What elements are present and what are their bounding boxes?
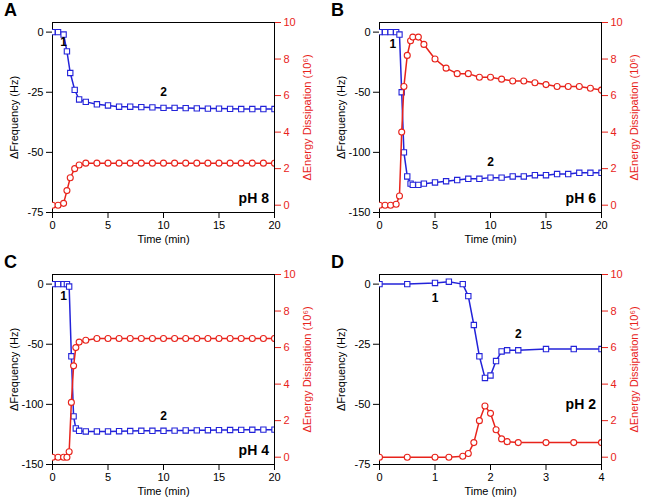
svg-text:Time (min): Time (min) [137, 233, 189, 245]
svg-text:0: 0 [376, 219, 382, 231]
svg-text:ΔFrequency (Hz): ΔFrequency (Hz) [335, 76, 347, 159]
svg-text:pH 4: pH 4 [239, 442, 270, 458]
svg-text:2: 2 [160, 85, 167, 99]
svg-text:-150: -150 [348, 206, 370, 218]
svg-text:Time (min): Time (min) [464, 233, 516, 245]
html-text:A: A [4, 0, 17, 20]
svg-text:ΔEnergy Dissipation (10⁶): ΔEnergy Dissipation (10⁶) [628, 306, 640, 432]
svg-text:ΔEnergy Dissipation (10⁶): ΔEnergy Dissipation (10⁶) [301, 306, 313, 432]
svg-text:0: 0 [364, 26, 370, 38]
svg-text:-100: -100 [348, 146, 370, 158]
svg-text:0: 0 [376, 471, 382, 483]
svg-text:0: 0 [49, 219, 55, 231]
svg-text:2: 2 [160, 409, 167, 423]
svg-text:8: 8 [284, 305, 290, 317]
svg-text:ΔFrequency (Hz): ΔFrequency (Hz) [8, 328, 20, 411]
svg-text:5: 5 [105, 471, 111, 483]
svg-text:2: 2 [515, 327, 522, 341]
svg-text:1: 1 [389, 37, 396, 51]
svg-text:1: 1 [60, 289, 67, 303]
svg-text:4: 4 [598, 471, 604, 483]
svg-text:3: 3 [543, 471, 549, 483]
svg-text:Time (min): Time (min) [137, 485, 189, 497]
svg-text:1: 1 [432, 291, 439, 305]
svg-text:4: 4 [284, 378, 290, 390]
svg-text:0: 0 [37, 26, 43, 38]
svg-text:pH 2: pH 2 [566, 396, 597, 412]
svg-text:2: 2 [611, 414, 617, 426]
svg-text:6: 6 [611, 89, 617, 101]
svg-text:0: 0 [611, 451, 617, 463]
html-text:C: C [4, 252, 17, 272]
svg-text:Time (min): Time (min) [464, 485, 516, 497]
svg-text:10: 10 [157, 219, 169, 231]
svg-text:15: 15 [540, 219, 552, 231]
svg-text:2: 2 [611, 162, 617, 174]
svg-text:1: 1 [60, 35, 67, 49]
svg-text:0: 0 [37, 278, 43, 290]
svg-text:0: 0 [284, 451, 290, 463]
svg-text:pH 6: pH 6 [566, 190, 597, 206]
svg-text:2: 2 [487, 471, 493, 483]
svg-text:ΔEnergy Dissipation (10⁶): ΔEnergy Dissipation (10⁶) [301, 54, 313, 180]
svg-text:-25: -25 [28, 86, 44, 98]
svg-text:2: 2 [284, 162, 290, 174]
svg-text:-75: -75 [355, 458, 371, 470]
svg-text:20: 20 [595, 219, 607, 231]
svg-text:10: 10 [611, 16, 623, 28]
svg-text:8: 8 [284, 53, 290, 65]
svg-text:ΔFrequency (Hz): ΔFrequency (Hz) [335, 328, 347, 411]
svg-text:1: 1 [432, 471, 438, 483]
svg-text:-50: -50 [28, 338, 44, 350]
svg-text:4: 4 [284, 126, 290, 138]
svg-text:0: 0 [284, 199, 290, 211]
html-text:B: B [331, 0, 344, 20]
html-text:D: D [331, 252, 344, 272]
svg-text:6: 6 [284, 341, 290, 353]
svg-text:0: 0 [611, 199, 617, 211]
svg-text:20: 20 [268, 219, 280, 231]
svg-text:6: 6 [611, 341, 617, 353]
svg-text:10: 10 [284, 268, 296, 280]
svg-text:-150: -150 [21, 458, 43, 470]
svg-text:0: 0 [49, 471, 55, 483]
svg-text:ΔFrequency (Hz): ΔFrequency (Hz) [8, 76, 20, 159]
svg-text:8: 8 [611, 53, 617, 65]
svg-text:-100: -100 [21, 398, 43, 410]
svg-text:ΔEnergy Dissipation (10⁶): ΔEnergy Dissipation (10⁶) [628, 54, 640, 180]
svg-text:2: 2 [284, 414, 290, 426]
svg-text:20: 20 [268, 471, 280, 483]
svg-text:pH 8: pH 8 [239, 190, 270, 206]
svg-text:-75: -75 [28, 206, 44, 218]
svg-text:-50: -50 [355, 86, 371, 98]
svg-text:6: 6 [284, 89, 290, 101]
svg-text:4: 4 [611, 126, 617, 138]
svg-text:10: 10 [284, 16, 296, 28]
svg-text:10: 10 [611, 268, 623, 280]
svg-text:10: 10 [484, 219, 496, 231]
svg-text:-50: -50 [28, 146, 44, 158]
svg-text:0: 0 [364, 278, 370, 290]
svg-text:15: 15 [213, 471, 225, 483]
svg-text:-25: -25 [355, 338, 371, 350]
svg-text:2: 2 [487, 155, 494, 169]
svg-text:4: 4 [611, 378, 617, 390]
svg-text:15: 15 [213, 219, 225, 231]
svg-text:5: 5 [105, 219, 111, 231]
svg-text:8: 8 [611, 305, 617, 317]
svg-text:10: 10 [157, 471, 169, 483]
svg-text:5: 5 [432, 219, 438, 231]
svg-text:-50: -50 [355, 398, 371, 410]
